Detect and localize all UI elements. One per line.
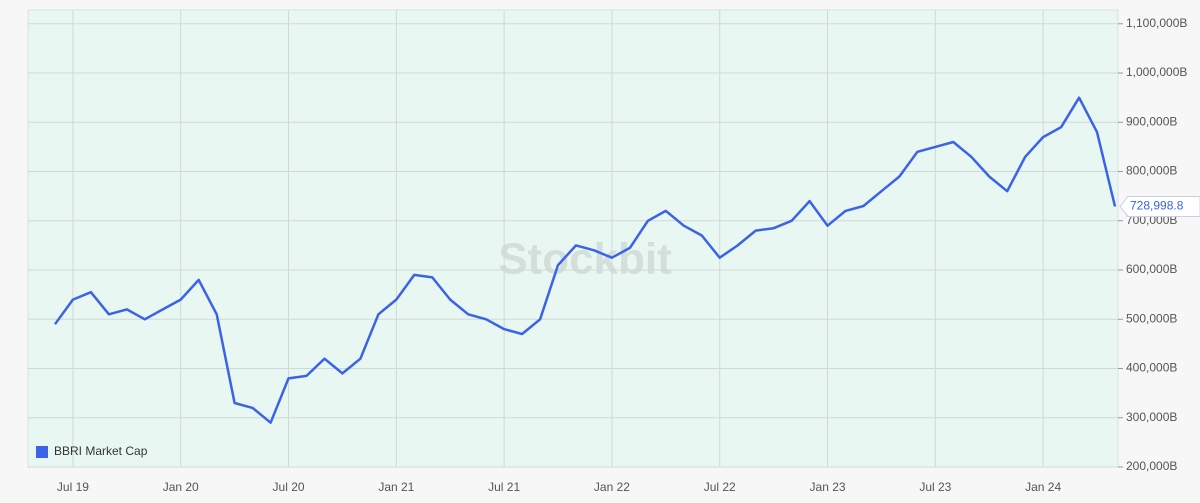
value-label: 728,998.8: [1130, 199, 1184, 213]
y-tick-label: 900,000B: [1126, 114, 1177, 128]
y-tick-label: 1,000,000B: [1126, 65, 1187, 79]
y-tick-label: 300,000B: [1126, 410, 1177, 424]
y-tick-label: 200,000B: [1126, 459, 1177, 473]
x-tick-label: Jan 23: [810, 480, 846, 494]
y-tick-label: 500,000B: [1126, 311, 1177, 325]
y-tick-label: 800,000B: [1126, 164, 1177, 178]
x-tick-label: Jan 22: [594, 480, 630, 494]
x-tick-label: Jan 21: [378, 480, 414, 494]
x-tick-label: Jul 22: [704, 480, 736, 494]
watermark: Stockbit: [498, 235, 672, 284]
line-series: [53, 96, 1117, 424]
value-tag: [1119, 195, 1200, 217]
x-tick-label: Jan 24: [1025, 480, 1061, 494]
y-tick-label: 1,100,000B: [1126, 16, 1187, 30]
x-tick-label: Jul 20: [273, 480, 305, 494]
x-tick-label: Jan 20: [163, 480, 199, 494]
x-tick-label: Jul 23: [919, 480, 951, 494]
plot-area: [27, 9, 1119, 468]
x-tick-label: Jul 21: [488, 480, 520, 494]
y-tick-label: 400,000B: [1126, 361, 1177, 375]
legend-swatch: [36, 446, 48, 458]
y-tick-label: 600,000B: [1126, 262, 1177, 276]
x-tick-label: Jul 19: [57, 480, 89, 494]
legend-label: BBRI Market Cap: [54, 444, 148, 458]
